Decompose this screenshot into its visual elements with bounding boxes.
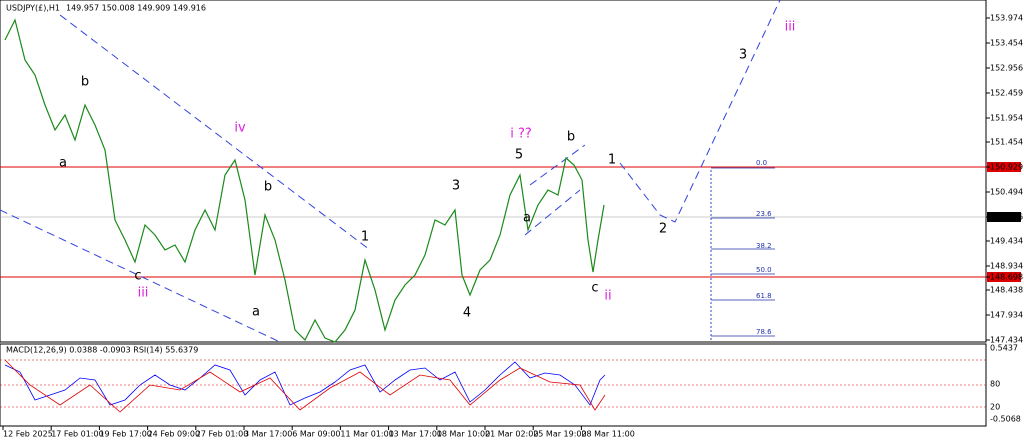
price-label: 151.954: [990, 114, 1023, 123]
price-box: [987, 212, 1021, 222]
wave-label: b: [81, 75, 89, 90]
wave-label: a: [523, 211, 531, 226]
wave-label: c: [591, 281, 598, 296]
wave-label: 3: [452, 179, 460, 194]
price-path: [4, 18, 605, 343]
indicator-axis-label: -0.5068: [990, 415, 1021, 424]
wave-label: 5: [515, 148, 523, 163]
price-label: 152.459: [990, 89, 1023, 98]
wave-label: a: [252, 305, 260, 320]
price-label: 148.934: [990, 262, 1023, 271]
header-symbol: USDJPY(£),H1: [6, 4, 60, 13]
time-label: 19 Feb 17:00: [99, 430, 151, 439]
wave-label: iii: [138, 286, 149, 301]
indicator-axis-label: 0.5437: [990, 344, 1018, 353]
wave-label: 4: [463, 306, 471, 321]
time-label: 21 Mar 02:00: [485, 430, 538, 439]
time-label: 27 Feb 01:00: [196, 430, 248, 439]
wave-label: i ??: [510, 127, 532, 142]
price-label: 150.494: [990, 188, 1023, 197]
time-label: 13 Mar 17:00: [389, 430, 442, 439]
time-label: 12 Feb 2025: [3, 430, 53, 439]
wave-label: 1: [361, 230, 369, 245]
trend-lines: [0, 0, 781, 343]
price-label: 151.454: [990, 138, 1023, 147]
price-label: 149.434: [990, 237, 1023, 246]
wave-label: b: [567, 130, 575, 145]
wave-label: 2: [659, 222, 667, 237]
time-label: 6 Mar 09:00: [292, 430, 340, 439]
price-label: 152.956: [990, 64, 1023, 73]
price-label: 153.974: [990, 14, 1023, 23]
fib-label: 38.2: [756, 242, 772, 250]
time-label: 18 Mar 10:00: [437, 430, 490, 439]
main-panel: [0, 0, 987, 343]
time-label: 17 Feb 01:00: [51, 430, 103, 439]
wave-label: a: [59, 156, 67, 171]
price-label: 153.454: [990, 39, 1023, 48]
time-label: 24 Feb 09:00: [148, 430, 200, 439]
time-label: 11 Mar 01:00: [340, 430, 393, 439]
fib-label: 50.0: [756, 266, 772, 274]
time-label: 28 Mar 11:00: [581, 430, 634, 439]
header-quote: 149.957 150.008 149.909 149.916: [66, 4, 206, 13]
wave-label: 1: [608, 153, 616, 168]
indicator-axis-label: 20: [990, 403, 1000, 412]
price-label: 149.916: [990, 213, 1023, 222]
fib-label: 61.8: [756, 292, 772, 300]
fib-label: 23.6: [756, 210, 772, 218]
fib-lines: [711, 167, 775, 337]
price-label: 148.698: [990, 273, 1023, 282]
wave-label: iii: [785, 20, 796, 35]
indicator-label: MACD(12,26,9) 0.0388 -0.0903 RSI(14) 55.…: [6, 346, 198, 355]
time-label: 3 Mar 17:00: [244, 430, 292, 439]
wave-label: b: [264, 180, 272, 195]
price-label: 150.929: [990, 163, 1023, 172]
fib-label: 78.6: [756, 328, 772, 336]
price-label: 147.434: [990, 336, 1023, 345]
wave-label: ii: [604, 289, 611, 304]
wave-label: iv: [234, 121, 246, 136]
fib-label: 0.0: [756, 159, 767, 167]
price-label: 147.934: [990, 311, 1023, 320]
macd-signal: [4, 359, 606, 413]
indicator-axis-label: 80: [990, 380, 1000, 389]
price-box: [987, 272, 1021, 282]
wave-label: 3: [739, 48, 747, 63]
time-label: 25 Mar 19:00: [533, 430, 586, 439]
wave-label: c: [134, 269, 141, 284]
price-label: 148.438: [990, 286, 1023, 295]
price-box: [987, 162, 1021, 172]
